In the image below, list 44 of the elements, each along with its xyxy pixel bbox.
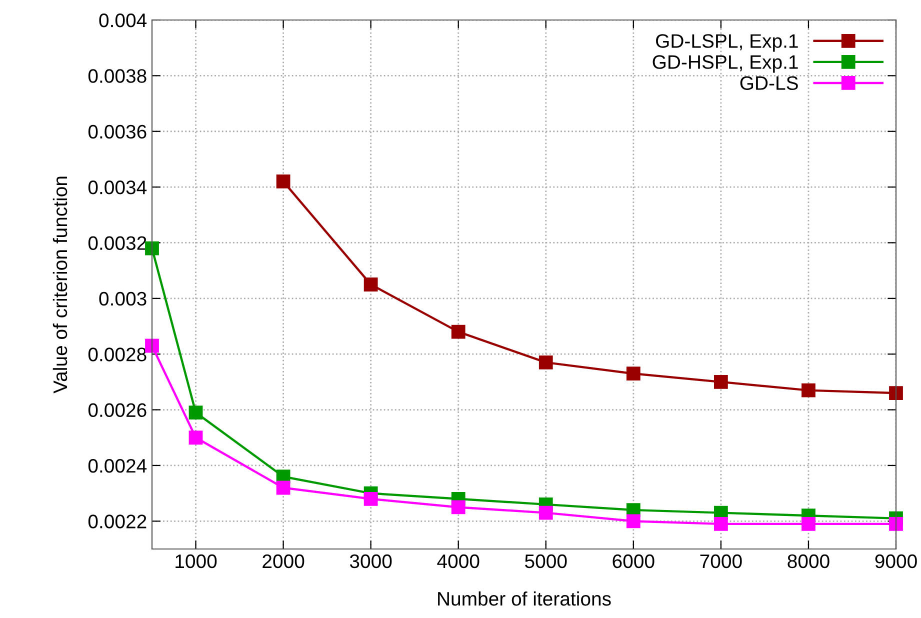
- x-tick-label: 9000: [875, 554, 917, 568]
- x-tick-label: 1000: [176, 554, 217, 568]
- x-tick-label: 7000: [700, 554, 742, 568]
- point: [889, 516, 903, 531]
- x-axis-title: Number of iterations: [438, 591, 611, 606]
- y-tick-label: 0.0028: [88, 348, 146, 362]
- y-tick-label: 0.0022: [88, 514, 146, 528]
- point: [276, 480, 290, 495]
- x-tick-label: 2000: [262, 554, 304, 568]
- x-tick-label: 5000: [525, 554, 567, 568]
- point: [364, 492, 378, 506]
- point: [714, 375, 728, 389]
- y-tick-label: 0.0032: [88, 236, 146, 250]
- legend-label: GD-HSPL, Exp.1: [652, 55, 798, 73]
- y-tick-label: 0.003: [99, 292, 146, 306]
- point: [802, 383, 816, 398]
- point: [714, 516, 728, 531]
- point: [451, 324, 466, 339]
- point: [188, 430, 203, 445]
- x-tick-label: 4000: [437, 554, 480, 568]
- point: [188, 406, 203, 420]
- point: [538, 506, 553, 520]
- legend-label: GD-LS: [740, 76, 798, 90]
- y-tick-label: 0.0026: [88, 403, 146, 418]
- y-tick-label: 0.0036: [88, 124, 146, 139]
- x-tick-label: 6000: [612, 554, 654, 568]
- point: [451, 500, 466, 514]
- x-tick-label: 3000: [350, 554, 392, 568]
- point: [538, 356, 553, 370]
- y-axis-title: Value of criterion function: [52, 176, 68, 394]
- point: [626, 366, 640, 381]
- point: [802, 516, 816, 531]
- y-tick-label: 0.0038: [88, 69, 146, 83]
- point: [276, 174, 290, 188]
- x-tick-label: 8000: [788, 554, 830, 568]
- legend-label: GD-LSPL, Exp.1: [656, 34, 798, 52]
- point: [145, 241, 159, 256]
- point: [626, 514, 640, 528]
- y-tick-label: 0.0034: [88, 180, 147, 194]
- point: [364, 278, 378, 292]
- y-tick-label: 0.0024: [88, 458, 147, 473]
- point: [145, 338, 159, 353]
- y-tick-label: 0.004: [99, 13, 147, 28]
- point: [889, 386, 903, 400]
